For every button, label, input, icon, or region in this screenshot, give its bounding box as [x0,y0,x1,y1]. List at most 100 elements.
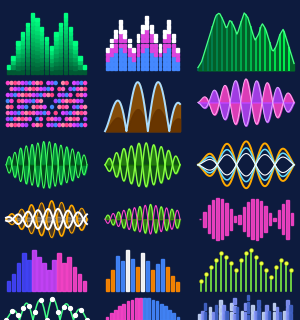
Bar [59,40,62,44]
Circle shape [25,117,28,121]
Bar [21,32,24,36]
Circle shape [65,124,68,127]
Bar [64,66,67,69]
Bar [69,36,72,40]
Bar [40,70,44,74]
Bar [123,48,126,52]
Circle shape [25,81,28,84]
Bar [16,45,20,49]
Bar [154,67,157,70]
Bar [154,34,157,38]
Bar [163,48,166,52]
Circle shape [14,124,17,127]
Circle shape [32,105,35,108]
Circle shape [50,87,53,91]
Bar [167,39,170,43]
Circle shape [10,105,13,108]
Bar [159,44,161,47]
Bar [141,44,144,47]
Bar [26,70,29,74]
Circle shape [47,93,50,97]
Bar [136,53,140,56]
Bar [57,253,61,291]
Bar [31,70,34,74]
Bar [115,67,117,70]
Bar [119,44,122,47]
Circle shape [25,87,28,91]
Circle shape [58,124,61,127]
Bar [150,53,153,56]
Bar [21,36,24,40]
Bar [54,45,58,48]
Bar [64,46,67,49]
Bar [159,48,161,52]
Bar [247,308,249,313]
Bar [269,213,271,225]
Bar [121,261,124,291]
Bar [64,38,67,41]
Bar [136,62,140,66]
Circle shape [40,124,43,127]
Circle shape [25,105,28,108]
Bar [35,70,39,74]
Bar [146,34,148,38]
Bar [141,58,144,61]
Circle shape [14,87,17,91]
Bar [289,313,292,320]
Bar [115,62,117,66]
Bar [230,209,232,230]
Bar [64,30,67,33]
Bar [136,268,139,291]
Circle shape [73,81,76,84]
Bar [111,270,114,291]
Bar [119,29,122,33]
Bar [168,309,171,320]
Circle shape [17,117,20,121]
Bar [167,62,170,66]
Bar [225,203,227,236]
Circle shape [10,100,13,103]
Bar [159,58,161,61]
Bar [126,250,129,291]
Circle shape [76,93,79,97]
Circle shape [54,81,57,84]
Bar [150,34,153,38]
Circle shape [6,111,9,115]
Bar [45,49,48,53]
Circle shape [61,100,64,103]
Bar [282,204,284,235]
Bar [74,62,77,65]
Bar [230,313,232,320]
Circle shape [54,100,57,103]
Circle shape [21,124,24,127]
Bar [222,305,225,312]
Bar [172,67,175,70]
Circle shape [73,117,76,121]
Bar [219,300,222,306]
Bar [35,46,39,50]
Bar [247,202,249,236]
Bar [251,199,254,239]
Circle shape [69,100,72,103]
Bar [74,58,77,61]
Bar [21,41,24,44]
Circle shape [65,93,68,97]
Bar [59,57,62,61]
Bar [236,314,238,320]
Bar [26,31,29,35]
Circle shape [10,81,13,84]
Bar [167,29,170,33]
Circle shape [84,93,87,97]
Bar [35,18,39,21]
Bar [265,313,268,320]
Bar [132,67,135,70]
Bar [244,303,246,310]
Bar [115,44,117,47]
Circle shape [17,111,20,115]
Bar [50,46,53,50]
Circle shape [65,117,68,121]
Circle shape [40,81,43,84]
Bar [26,57,29,61]
Bar [45,66,48,69]
Bar [276,314,278,320]
